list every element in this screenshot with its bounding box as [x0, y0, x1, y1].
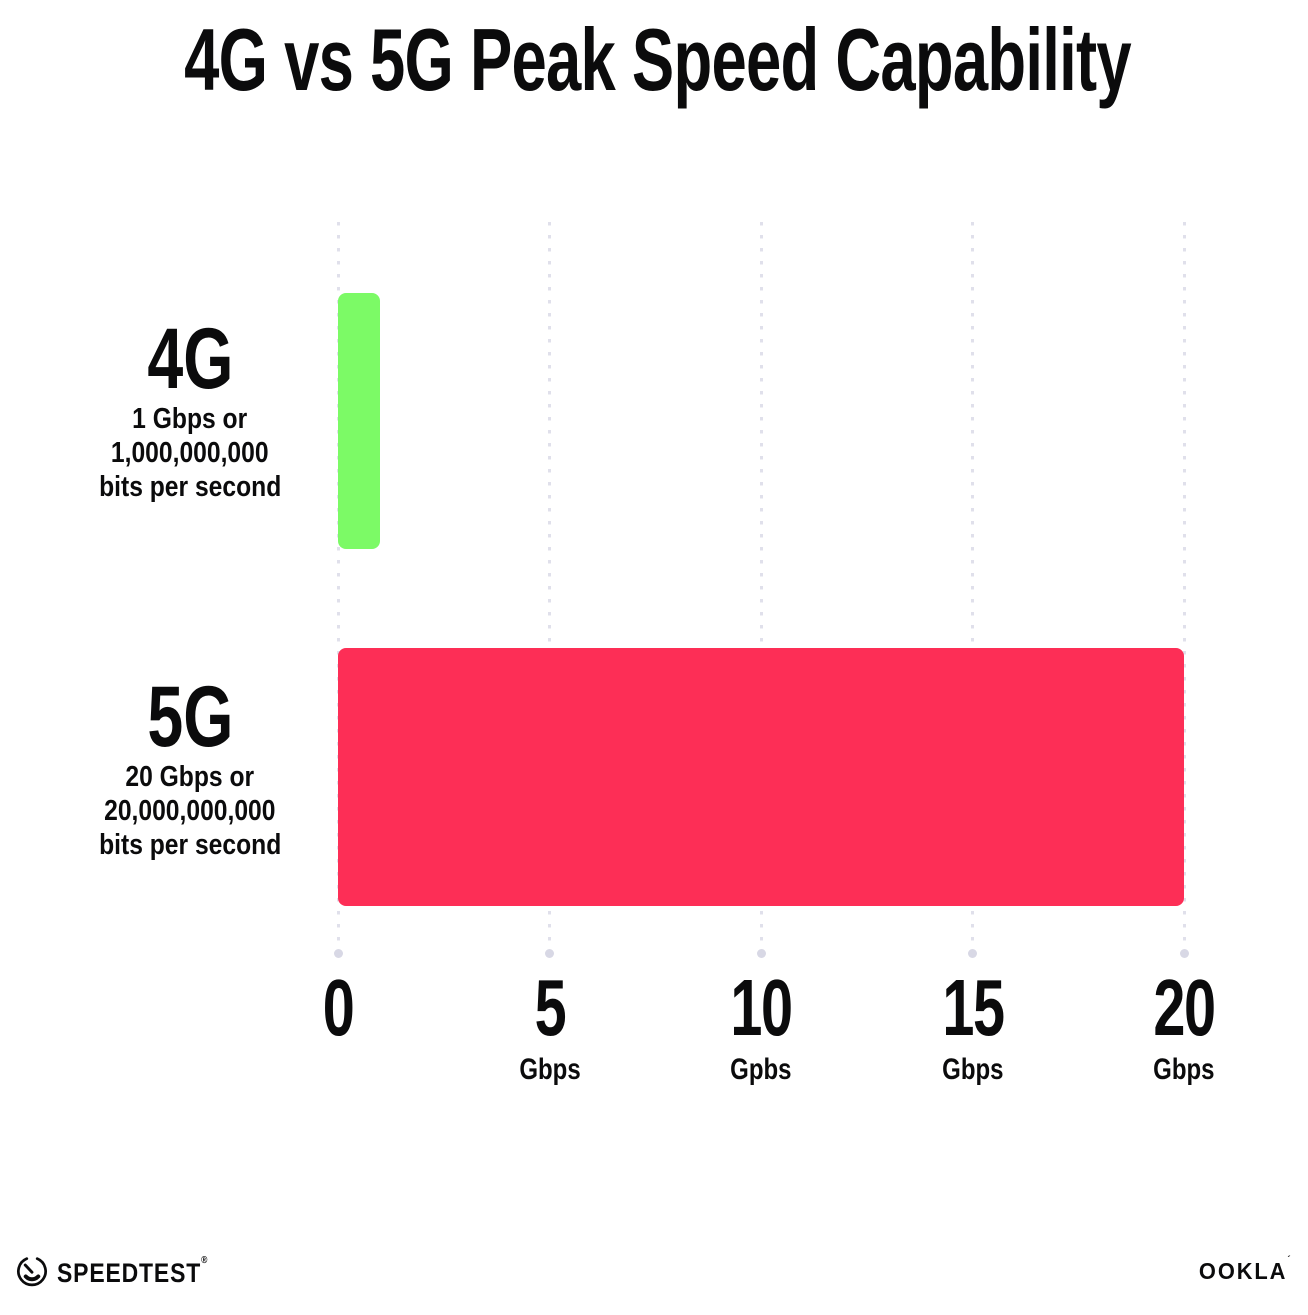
x-tick: 10 Gpbs — [719, 968, 804, 1086]
x-tick-value: 20 — [1153, 963, 1216, 1052]
gridlines — [333, 222, 1189, 958]
x-tick-value: 0 — [322, 963, 355, 1052]
speedtest-wordmark: SPEEDTEST® — [57, 1254, 209, 1288]
category-label-4g: 4G 1 Gbps or 1,000,000,000 bits per seco… — [40, 316, 340, 504]
gridline — [1179, 222, 1189, 958]
category-sub-4g-line1: 1 Gbps or — [132, 403, 248, 435]
category-name-4g: 4G — [146, 311, 234, 407]
gridline — [756, 222, 766, 958]
category-label-5g: 5G 20 Gbps or 20,000,000,000 bits per se… — [40, 674, 340, 862]
gridline — [968, 222, 977, 958]
plot-area — [333, 222, 1189, 958]
speedtest-logo: SPEEDTEST® — [16, 1254, 235, 1292]
bar-4g — [338, 293, 381, 549]
x-tick-unit: Gbps — [518, 1053, 581, 1086]
chart-title-row: 4G vs 5G Peak Speed Capability — [0, 10, 1308, 109]
gridline — [545, 222, 554, 958]
speedtest-trademark: ® — [201, 1254, 209, 1266]
gridline — [333, 222, 343, 958]
x-axis: 0 5 Gbps 10 Gpbs 15 Gbps 20 Gbps — [323, 968, 1216, 1108]
ookla-logo: OOKLA´ — [1194, 1255, 1292, 1284]
x-tick: 5 Gbps — [511, 968, 588, 1086]
x-tick: 15 Gbps — [930, 968, 1015, 1086]
category-sub-4g-line2: 1,000,000,000 — [111, 437, 269, 469]
x-tick-unit: Gbps — [941, 1053, 1004, 1086]
x-tick-unit: Gpbs — [730, 1053, 792, 1086]
category-sub-5g-line1: 20 Gbps or — [125, 761, 255, 793]
x-tick: 20 Gbps — [1142, 968, 1227, 1086]
category-sub-5g-line2: 20,000,000,000 — [104, 795, 276, 827]
category-name-5g: 5G — [146, 669, 234, 765]
speedometer-icon — [16, 1255, 48, 1292]
ookla-wordmark: OOKLA´ — [1198, 1255, 1292, 1284]
bar-5g — [338, 648, 1184, 906]
ookla-trademark: ´ — [1286, 1255, 1292, 1266]
x-tick-value: 15 — [941, 963, 1005, 1052]
x-tick-value: 5 — [534, 963, 566, 1052]
chart-title: 4G vs 5G Peak Speed Capability — [184, 10, 1132, 109]
category-sub-4g-line3: bits per second — [98, 471, 282, 503]
x-tick: 0 — [317, 968, 360, 1048]
category-sub-5g-line3: bits per second — [98, 829, 282, 861]
x-tick-value: 10 — [730, 963, 793, 1052]
x-tick-unit: Gbps — [1153, 1053, 1215, 1086]
